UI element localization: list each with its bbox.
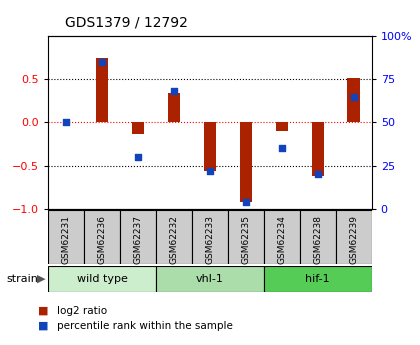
Point [243,199,249,205]
Text: GSM62237: GSM62237 [134,215,143,264]
Bar [168,93,180,122]
Point [207,168,213,174]
Bar [240,122,252,202]
Text: GSM62238: GSM62238 [313,215,322,264]
Text: GDS1379 / 12792: GDS1379 / 12792 [65,16,187,29]
Bar [84,210,120,264]
Bar [192,210,228,264]
Bar [204,122,216,171]
Text: ■: ■ [38,321,48,331]
Bar [300,210,336,264]
Bar [336,210,372,264]
Text: wild type: wild type [77,274,128,284]
Bar [228,210,264,264]
Text: log2 ratio: log2 ratio [57,306,107,315]
Text: GSM62239: GSM62239 [349,215,358,264]
Point [171,89,177,94]
Text: strain: strain [6,274,38,284]
Text: vhl-1: vhl-1 [196,274,224,284]
Text: GSM62231: GSM62231 [62,215,71,264]
Bar [156,210,192,264]
Text: hif-1: hif-1 [305,274,330,284]
Point [350,94,357,99]
Text: ▶: ▶ [37,274,45,284]
Bar [48,266,156,292]
Bar [312,122,324,176]
Bar [48,210,84,264]
Bar [347,78,360,122]
Point [135,154,142,160]
Text: GSM62232: GSM62232 [170,215,178,264]
Point [63,120,70,125]
Bar [96,58,108,122]
Bar [276,122,288,131]
Text: GSM62233: GSM62233 [205,215,215,264]
Bar [264,266,372,292]
Point [99,59,105,65]
Text: percentile rank within the sample: percentile rank within the sample [57,321,233,331]
Text: GSM62236: GSM62236 [98,215,107,264]
Text: GSM62234: GSM62234 [277,215,286,264]
Point [315,171,321,177]
Bar [120,210,156,264]
Bar [132,122,144,134]
Bar [264,210,300,264]
Text: ■: ■ [38,306,48,315]
Text: GSM62235: GSM62235 [241,215,250,264]
Bar [156,266,264,292]
Point [278,146,285,151]
